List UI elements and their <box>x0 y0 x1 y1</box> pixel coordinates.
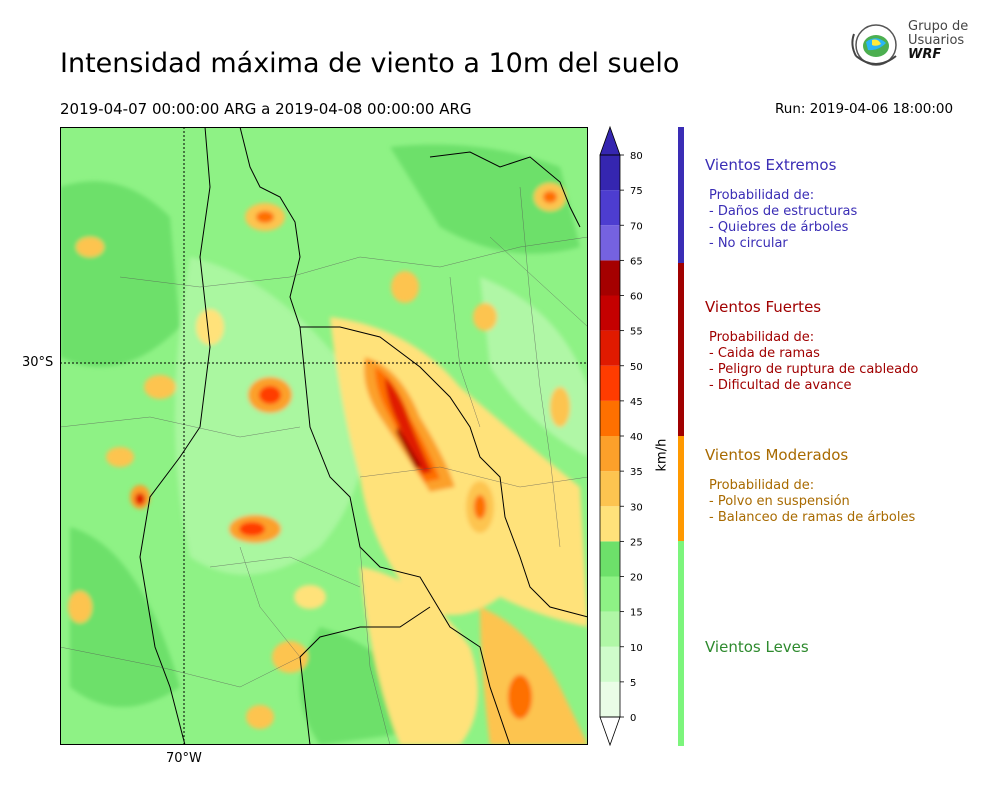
colorbar-block <box>600 190 620 226</box>
extreme-item: - No circular <box>709 236 788 251</box>
colorbar-tick-label: 80 <box>630 151 643 162</box>
colorbar-block <box>600 611 620 647</box>
colorbar-block <box>600 506 620 542</box>
logo-text: Grupo de Usuarios WRF <box>908 20 968 62</box>
colorbar-tick-label: 60 <box>630 292 643 303</box>
moderate-subtitle: Probabilidad de: <box>709 478 815 493</box>
colorbar-block <box>600 576 620 612</box>
colorbar: 0 5 10 15 20 25 30 35 40 45 50 55 60 65 70 75 80 <box>599 125 643 747</box>
run-time: Run: 2019-04-06 18:00:00 <box>775 101 954 117</box>
forecast-period: 2019-04-07 00:00:00 ARG a 2019-04-08 00:… <box>60 100 472 118</box>
colorbar-tick-label: 5 <box>630 678 636 689</box>
light-bar <box>678 541 684 746</box>
colorbar-min-arrow <box>599 716 621 747</box>
strong-bar <box>678 263 684 436</box>
moderate-item: - Polvo en suspensión <box>709 494 850 509</box>
colorbar-block <box>600 400 620 436</box>
colorbar-block <box>600 155 620 191</box>
extreme-title: Vientos Extremos <box>705 156 837 174</box>
moderate-details: Probabilidad de: - Polvo en suspensión -… <box>709 478 915 526</box>
wind-map <box>60 127 588 745</box>
strong-subtitle: Probabilidad de: <box>709 330 815 345</box>
colorbar-tick-label: 70 <box>630 221 643 232</box>
province-borders <box>139 127 588 745</box>
colorbar-tick-label: 25 <box>630 537 643 548</box>
moderate-bar <box>678 436 684 541</box>
colorbar-block <box>600 330 620 366</box>
colorbar-tick-label: 55 <box>630 327 643 338</box>
colorbar-tick-label: 35 <box>630 467 643 478</box>
colorbar-tick-label: 45 <box>630 397 643 408</box>
longitude-label: 70°W <box>166 751 202 766</box>
colorbar-tick-label: 20 <box>630 573 643 584</box>
colorbar-max-arrow <box>599 125 621 156</box>
colorbar-block <box>600 295 620 331</box>
extreme-item: - Quiebres de árboles <box>709 220 849 235</box>
strong-title: Vientos Fuertes <box>705 298 822 316</box>
colorbar-tick-label: 65 <box>630 256 643 267</box>
colorbar-tick-label: 0 <box>630 713 636 724</box>
strong-details: Probabilidad de: - Caida de ramas - Peli… <box>709 330 918 394</box>
extreme-subtitle: Probabilidad de: <box>709 188 815 203</box>
colorbar-block <box>600 681 620 717</box>
colorbar-tick-label: 50 <box>630 362 643 373</box>
logo-line-2: Usuarios <box>908 33 965 48</box>
colorbar-tick-label: 10 <box>630 643 643 654</box>
colorbar-block <box>600 436 620 472</box>
moderate-item: - Balanceo de ramas de árboles <box>709 510 916 525</box>
extreme-bar <box>678 127 684 263</box>
colorbar-unit: km/h <box>654 438 670 472</box>
colorbar-block <box>600 471 620 507</box>
moderate-title: Vientos Moderados <box>705 446 849 464</box>
colorbar-block <box>600 225 620 261</box>
department-borders <box>60 186 588 745</box>
colorbar-tick-label: 15 <box>630 608 643 619</box>
colorbar-block <box>600 365 620 401</box>
extreme-details: Probabilidad de: - Daños de estructuras … <box>709 188 857 252</box>
light-title: Vientos Leves <box>705 638 809 656</box>
wrf-logo <box>851 24 897 66</box>
colorbar-block <box>600 260 620 296</box>
strong-item: - Dificultad de avance <box>709 378 852 393</box>
colorbar-tick-label: 40 <box>630 432 643 443</box>
page-title: Intensidad máxima de viento a 10m del su… <box>60 48 680 79</box>
latitude-label: 30°S <box>22 355 54 370</box>
strong-item: - Peligro de ruptura de cableado <box>709 362 919 377</box>
globe-icon <box>851 24 897 66</box>
strong-item: - Caida de ramas <box>709 346 820 361</box>
map-frame <box>60 127 588 745</box>
colorbar-block <box>600 541 620 577</box>
colorbar-tick-label: 30 <box>630 502 643 513</box>
colorbar-block <box>600 646 620 682</box>
logo-line-3: WRF <box>908 47 942 62</box>
extreme-item: - Daños de estructuras <box>709 204 858 219</box>
logo-line-1: Grupo de <box>908 19 969 34</box>
colorbar-tick-label: 75 <box>630 186 643 197</box>
